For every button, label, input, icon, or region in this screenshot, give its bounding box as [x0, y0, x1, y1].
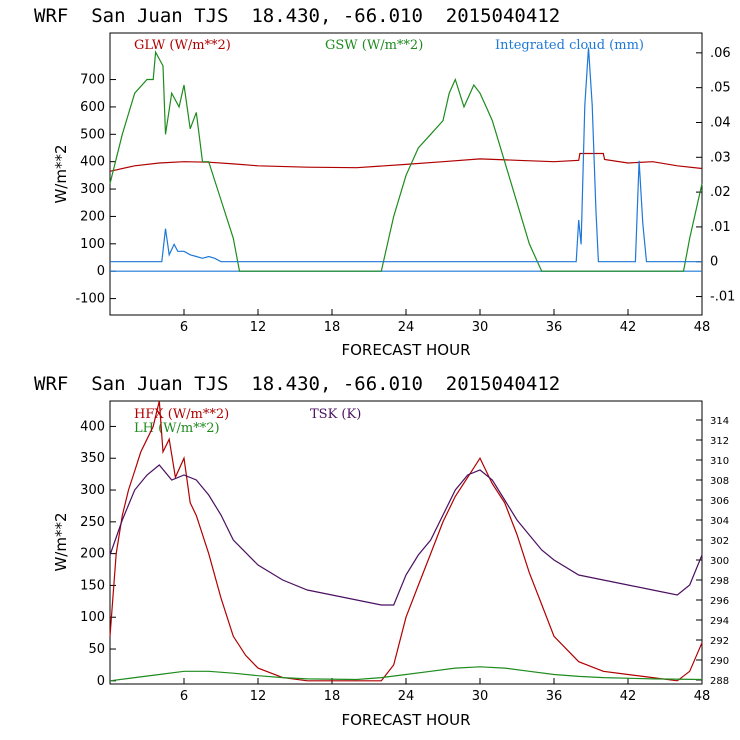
- y2-tick-label: .04: [710, 115, 731, 130]
- y2-tick-label: 306: [710, 496, 729, 507]
- y2-tick-label: .05: [710, 81, 731, 96]
- chart-2-title: WRF San Juan TJS 18.430, -66.010 2015040…: [34, 373, 560, 395]
- y-tick-label: 100: [80, 610, 105, 625]
- y-tick-label: 600: [80, 100, 105, 115]
- x-tick-label: 24: [398, 320, 415, 335]
- chart-2-legend-hfx: HFX (W/m**2): [134, 407, 229, 422]
- chart-2-legend-lh: LH (W/m**2): [134, 421, 220, 436]
- chart-1-xlabel: FORECAST HOUR: [341, 341, 470, 359]
- series-line-integrated: [110, 47, 702, 263]
- y2-tick-label: 308: [710, 476, 729, 487]
- y-tick-label: 200: [80, 547, 105, 562]
- series-line-gsw: [109, 50, 703, 272]
- series-line-tsk: [109, 464, 703, 606]
- y2-tick-label: .06: [710, 46, 731, 61]
- y2-tick-label: 300: [710, 556, 729, 567]
- x-tick-label: 18: [324, 689, 341, 704]
- y2-tick-label: 290: [710, 656, 729, 667]
- series-line-lh: [109, 666, 703, 682]
- y2-tick-label: 304: [710, 516, 729, 527]
- chart-1-ylabel: W/m**2: [52, 144, 70, 203]
- y-tick-label: 300: [80, 182, 105, 197]
- x-tick-label: 30: [472, 689, 489, 704]
- y-tick-label: 400: [80, 419, 105, 434]
- chart-2: WRF San Juan TJS 18.430, -66.010 2015040…: [34, 373, 729, 729]
- y-tick-label: 0: [97, 264, 105, 279]
- series-line-glw: [109, 152, 703, 172]
- y2-tick-label: 298: [710, 576, 729, 587]
- y2-tick-label: 294: [710, 616, 729, 627]
- y2-tick-label: 312: [710, 436, 729, 447]
- y2-tick-label: 296: [710, 596, 729, 607]
- chart-1-legend-gsw: GSW (W/m**2): [325, 38, 423, 53]
- y-tick-label: 250: [80, 515, 105, 530]
- y2-tick-label: .03: [710, 150, 731, 165]
- x-tick-label: 18: [324, 320, 341, 335]
- y-tick-label: 100: [80, 237, 105, 252]
- chart-1-legend-cloud: Integrated cloud (mm): [495, 38, 644, 53]
- y2-tick-label: 292: [710, 636, 729, 647]
- chart-2-ylabel: W/m**2: [52, 512, 70, 571]
- chart-2-frame: [109, 400, 703, 685]
- series-line-hfx: [109, 400, 703, 682]
- chart-2-xlabel: FORECAST HOUR: [341, 711, 470, 729]
- y-tick-label: 500: [80, 127, 105, 142]
- x-tick-label: 12: [250, 320, 267, 335]
- y-tick-label: 700: [80, 73, 105, 88]
- y-tick-label: 150: [80, 578, 105, 593]
- x-tick-label: 48: [694, 320, 711, 335]
- x-tick-label: 30: [472, 320, 489, 335]
- chart-1-title: WRF San Juan TJS 18.430, -66.010 2015040…: [34, 5, 560, 27]
- chart-1-legend-glw: GLW (W/m**2): [134, 38, 231, 53]
- y2-tick-label: .01: [710, 220, 731, 235]
- y2-tick-label: 310: [710, 456, 729, 467]
- y-tick-label: 400: [80, 155, 105, 170]
- y-tick-label: 200: [80, 209, 105, 224]
- x-tick-label: 24: [398, 689, 415, 704]
- y-tick-label: 50: [88, 642, 105, 657]
- y-tick-label: 350: [80, 451, 105, 466]
- y2-tick-label: -.01: [710, 290, 735, 305]
- y2-tick-label: 302: [710, 536, 729, 547]
- x-tick-label: 36: [546, 689, 563, 704]
- chart-2-legend-tsk: TSK (K): [310, 407, 361, 422]
- x-tick-label: 42: [620, 689, 637, 704]
- chart-1: WRF San Juan TJS 18.430, -66.010 2015040…: [34, 5, 735, 359]
- y-tick-label: 300: [80, 483, 105, 498]
- y2-tick-label: 0: [710, 255, 718, 270]
- x-tick-label: 42: [620, 320, 637, 335]
- y-tick-label: -100: [75, 292, 105, 307]
- y2-tick-label: .02: [710, 185, 731, 200]
- y-tick-label: 0: [97, 674, 105, 689]
- y2-tick-label: 288: [710, 676, 729, 687]
- x-tick-label: 6: [180, 689, 188, 704]
- x-tick-label: 36: [546, 320, 563, 335]
- y2-tick-label: 314: [710, 416, 729, 427]
- x-tick-label: 48: [694, 689, 711, 704]
- x-tick-label: 6: [180, 320, 188, 335]
- x-tick-label: 12: [250, 689, 267, 704]
